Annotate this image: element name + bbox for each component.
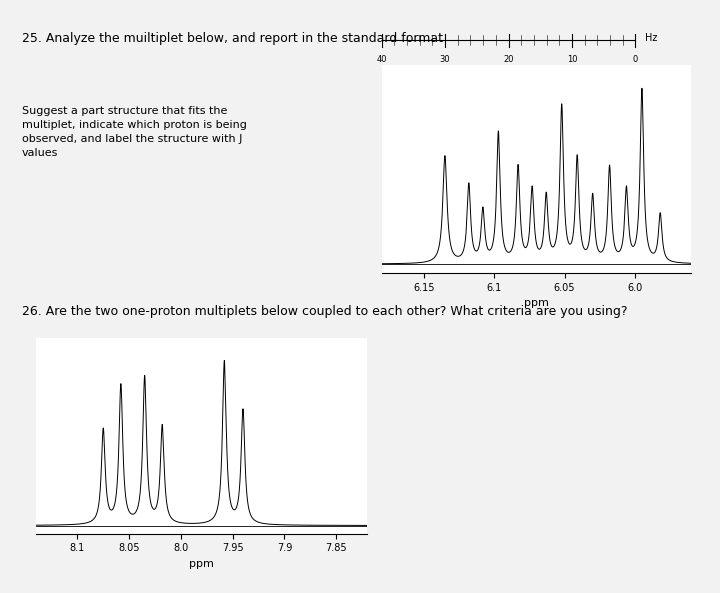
X-axis label: ppm: ppm [524, 298, 549, 308]
Text: 26. Are the two one-proton multiplets below coupled to each other? What criteria: 26. Are the two one-proton multiplets be… [22, 305, 627, 318]
Text: 0: 0 [633, 55, 638, 63]
Text: 20: 20 [503, 55, 514, 63]
X-axis label: ppm: ppm [189, 559, 214, 569]
Text: Hz: Hz [645, 33, 657, 43]
Text: 25. Analyze the muiltiplet below, and report in the standard format: 25. Analyze the muiltiplet below, and re… [22, 32, 443, 45]
Text: 30: 30 [440, 55, 451, 63]
Text: 10: 10 [567, 55, 577, 63]
Text: Suggest a part structure that fits the
multiplet, indicate which proton is being: Suggest a part structure that fits the m… [22, 106, 246, 158]
Text: 40: 40 [377, 55, 387, 63]
